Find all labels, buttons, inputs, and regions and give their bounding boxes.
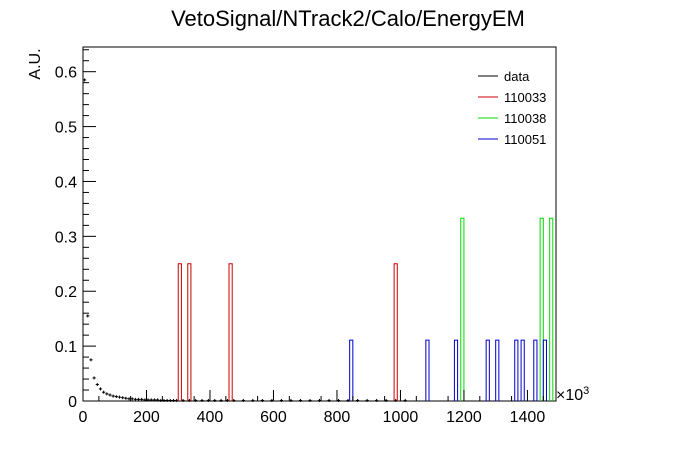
histogram-bin [349,339,354,401]
histogram-bin [485,339,490,401]
y-axis-label: A.U. [27,48,44,79]
legend: data 110033 110038 110051 [478,69,546,147]
x-tick-label: 0 [79,409,88,426]
histogram-bin [177,263,182,401]
x-tick-label: 200 [133,409,160,426]
legend-label: data [504,69,530,84]
x-tick-label: 1400 [510,409,546,426]
y-tick-label: 0.3 [55,229,77,246]
histogram-bin [453,339,459,401]
axis-layer: 0 200 400 600 800 1000 1200 1400 0 0.1 0.2 0.3 0.4 0.… [55,49,546,426]
histogram-bin [228,263,233,401]
histogram-bin [460,217,465,401]
y-tick-label: 0 [68,394,77,411]
histogram-bin [542,339,547,401]
histogram-bin [393,263,398,401]
y-tick-label: 0.4 [55,174,77,191]
x-tick-label: 800 [324,409,351,426]
legend-label: 110051 [504,132,546,147]
y-tick-label: 0.2 [55,284,77,301]
legend-label: 110033 [504,90,546,105]
histogram-bin [514,339,519,401]
x-tick-label: 1200 [446,409,482,426]
x-tick-label: 600 [260,409,287,426]
x-tick-label: 1000 [383,409,419,426]
histogram-bin [533,339,538,401]
histogram-bin [520,339,525,401]
x-axis-multiplier-exponent: 3 [583,385,589,397]
chart-title: VetoSignal/NTrack2/Calo/EnergyEM [171,6,525,31]
histogram-bin [495,339,500,401]
histogram-bin [425,339,430,401]
y-tick-label: 0.5 [55,120,77,137]
y-tick-label: 0.1 [55,339,77,356]
histogram-bin [539,217,544,401]
plot-frame [82,46,557,402]
series-layer [83,78,554,402]
x-tick-label: 400 [197,409,224,426]
histogram-bin [549,217,554,401]
x-axis-multiplier: ×103 [556,385,589,404]
y-tick-label: 0.6 [55,65,77,82]
histogram-bin [187,263,192,401]
legend-label: 110038 [504,111,546,126]
